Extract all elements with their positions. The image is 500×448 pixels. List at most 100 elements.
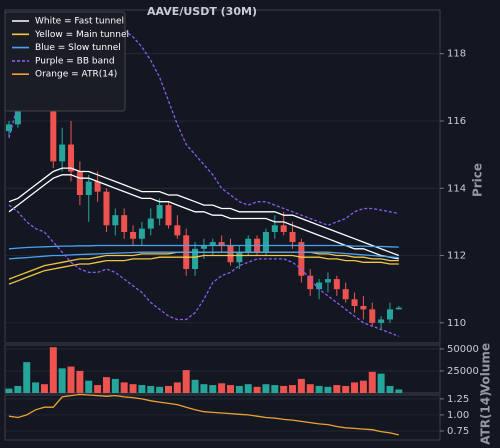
volume-bar	[377, 373, 385, 393]
y-tick-label: 0.75	[447, 426, 469, 437]
volume-bar	[351, 382, 359, 393]
volume-bar	[129, 384, 137, 393]
candle-body	[324, 279, 331, 283]
volume-bar	[368, 371, 376, 393]
volume-bar	[253, 386, 261, 393]
candle-body	[298, 242, 305, 276]
candle-body	[6, 124, 12, 132]
line	[8, 167, 400, 257]
candle-body	[200, 245, 207, 249]
candle-body	[192, 248, 199, 269]
volume-bar	[111, 378, 119, 393]
candle-body	[112, 215, 119, 226]
legend: White = Fast tunnel Yellow = Main tunnel B…	[4, 11, 129, 112]
y-axis-label: Price	[471, 163, 485, 197]
candle-body	[360, 306, 367, 310]
volume-bar	[324, 386, 332, 393]
volume-bar	[147, 385, 155, 393]
volume-bar	[306, 384, 314, 393]
legend-label: White = Fast tunnel	[35, 17, 124, 27]
y-tick-label: 25000	[447, 366, 479, 377]
candle-body	[85, 181, 92, 195]
y-axis-label: Volume	[479, 343, 493, 393]
candle-body	[271, 225, 278, 232]
line	[8, 251, 399, 260]
candle-body	[68, 144, 75, 172]
volume-bar	[67, 366, 75, 393]
volume-bar	[315, 385, 323, 393]
volume-bar	[32, 382, 40, 393]
volume-bar	[235, 385, 243, 393]
legend-label: Orange = ATR(14)	[35, 70, 117, 80]
line	[8, 254, 399, 285]
volume-bar	[262, 384, 270, 393]
marks	[5, 22, 403, 436]
y-tick-label: 50000	[447, 344, 479, 355]
candle-body	[395, 307, 402, 310]
candle-body	[280, 225, 287, 232]
y-tick-label: 1.00	[447, 410, 469, 421]
volume-bar	[138, 385, 146, 393]
volume-bar	[209, 385, 217, 393]
volume-bar	[58, 368, 66, 393]
volume-bar	[156, 386, 164, 393]
volume-bar	[342, 385, 350, 393]
candle-body	[289, 232, 296, 243]
candle-body	[342, 289, 349, 300]
volume-bar	[191, 379, 199, 393]
legend-label: Yellow = Main tunnel	[34, 30, 129, 40]
candle-body	[333, 279, 340, 290]
candle-body	[262, 232, 269, 253]
candle-body	[378, 319, 385, 323]
candle-body	[369, 309, 376, 323]
candle-body	[130, 232, 137, 239]
volume-bar	[280, 385, 288, 393]
volume-bar	[173, 382, 181, 393]
line	[8, 174, 399, 260]
atr-panel	[4, 394, 441, 441]
volume-bar	[182, 370, 190, 393]
y-tick-label: 116	[447, 116, 466, 127]
y-tick-label: 118	[447, 49, 466, 60]
line	[8, 22, 399, 226]
candle-body	[316, 282, 323, 290]
chart-title: AAVE/USDT (30M)	[147, 5, 257, 18]
candle-body	[94, 181, 101, 192]
volume-bar	[23, 362, 31, 393]
volume-bar	[40, 384, 48, 393]
y-tick-label: 112	[447, 251, 466, 262]
volume-bar	[94, 385, 102, 393]
volume-bar	[14, 385, 22, 393]
volume-bar	[271, 385, 279, 393]
line	[8, 204, 400, 337]
volume-bar	[49, 347, 57, 393]
candle-body	[307, 275, 314, 290]
volume-bar	[164, 385, 172, 393]
candle-body	[236, 252, 243, 263]
volume-bar	[102, 377, 110, 393]
volume-bar	[359, 380, 367, 393]
candle-body	[209, 242, 216, 246]
candle-body	[138, 228, 145, 239]
legend-box	[4, 11, 126, 112]
volume-bar	[333, 385, 341, 393]
candle-body	[103, 191, 110, 226]
candle-body	[174, 225, 181, 236]
y-axis-label: ATR(14)	[479, 391, 493, 444]
candle-body	[165, 205, 172, 226]
price-panel	[4, 9, 441, 344]
volume-bar	[5, 388, 13, 393]
candle-body	[50, 77, 57, 162]
volume-bar	[76, 370, 84, 393]
y-tick-label: 110	[447, 318, 466, 329]
volume-bar	[227, 385, 234, 393]
candle-body	[59, 144, 66, 162]
volume-bar	[395, 389, 403, 393]
volume-bar	[244, 384, 252, 393]
volume-bar	[200, 384, 208, 393]
volume-bar	[85, 380, 93, 393]
volume-bar	[120, 382, 128, 393]
y-tick-label: 114	[447, 183, 466, 194]
line	[8, 393, 399, 436]
candle-body	[121, 215, 128, 232]
